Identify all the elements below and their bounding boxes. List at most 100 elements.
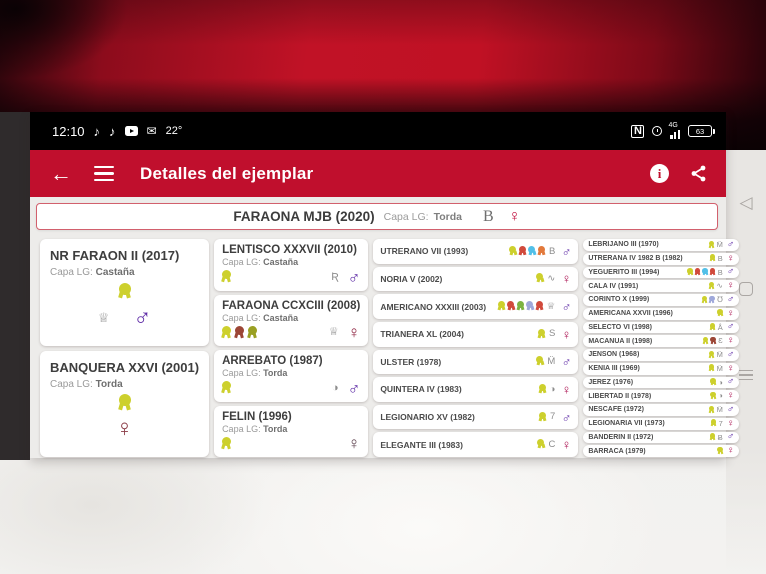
cell-icons: ∿ ♀ [536, 272, 571, 285]
back-arrow-icon[interactable]: ← [50, 160, 72, 186]
info-icon[interactable]: i [650, 164, 669, 183]
brand-mark-icon: Ƀ [717, 432, 723, 442]
medal-group [222, 381, 232, 395]
award-medal-icon [709, 433, 716, 439]
brand-gender-row: ♕ ♂ [98, 305, 152, 330]
capa-line: Capa LG: Castaña [222, 313, 360, 323]
pedigree-cell[interactable]: JEREZ (1976) ◑ ♂ [583, 376, 740, 389]
medal-group [708, 405, 715, 415]
pedigree-cell[interactable]: BARRACA (1979) ♀ [583, 445, 740, 457]
award-medal-icon [717, 309, 723, 315]
brand-mark-icon: B [482, 207, 494, 225]
cell-icons: ♀ [50, 394, 199, 441]
music-note-icon: ♪ [109, 123, 116, 139]
pedigree-cell[interactable]: LEBRIJANO III (1970) M̈ ♂ [583, 239, 740, 251]
male-gender-icon: ♂ [561, 299, 572, 315]
pedigree-cell[interactable]: SELECTO VI (1998) Å ♂ [583, 321, 740, 334]
award-medal-icon [516, 301, 524, 309]
pedigree-cell[interactable]: LEGIONARIA VII (1973) 7 ♀ [583, 417, 740, 430]
award-medal-icon [710, 378, 716, 384]
pedigree-cell[interactable]: LEGIONARIO XV (1982) 7 ♂ [373, 404, 579, 430]
award-medal-icon [709, 254, 716, 260]
pedigree-cell[interactable]: NR FARAON II (2017) Capa LG: Castaña ♕ ♂ [40, 239, 210, 346]
award-medal-icon [518, 245, 526, 253]
pedigree-cell[interactable]: AMERICANA XXVII (1996) ♀ [583, 307, 740, 320]
pedigree-cell[interactable]: FELIN (1996) Capa LG: Torda ♀ [214, 405, 369, 457]
medal-group [708, 240, 715, 250]
pedigree-column: NR FARAON II (2017) Capa LG: Castaña ♕ ♂ BAN… [40, 239, 210, 457]
medal-group [497, 301, 543, 312]
pedigree-cell[interactable]: ULSTER (1978) M̈ ♂ [373, 349, 579, 375]
cell-icons: ♕ ♂ [50, 282, 199, 330]
nav-back-button[interactable]: ◁ [726, 183, 766, 223]
nav-home-button[interactable] [726, 269, 766, 309]
pedigree-cell[interactable]: AMERICANO XXXIII (2003) ♕ ♂ [373, 294, 579, 319]
pedigree-cell[interactable]: JENSON (1968) M̈ ♂ [583, 349, 740, 361]
capa-value: Castaña [263, 312, 299, 323]
male-gender-icon: ♂ [561, 409, 572, 425]
cell-icons: B ♂ [687, 267, 734, 277]
pedigree-cell[interactable]: LENTISCO XXXVII (2010) Capa LG: Castaña Ʀ ♂ [214, 239, 369, 291]
pedigree-cell[interactable]: NESCAFE (1972) M̈ ♂ [583, 404, 740, 416]
medal-group [710, 419, 717, 428]
pedigree-cell[interactable]: QUINTERA IV (1983) ◑ ♀ [373, 377, 579, 402]
cell-icons: B ♀ [709, 253, 734, 264]
signal-bars-icon: 4G [668, 122, 680, 139]
female-gender-icon: ♀ [726, 335, 735, 347]
award-medal-icon [701, 295, 708, 302]
pedigree-cell[interactable]: UTRERANA IV 1982 B (1982) B ♀ [583, 252, 740, 265]
medal-group [702, 336, 716, 346]
brand-gender-row: ♀ [116, 417, 134, 441]
pedigree-cell[interactable]: ARREBATO (1987) Capa LG: Torda ◑ ♂ [214, 350, 369, 402]
pedigree-cell[interactable]: TRIANERA XL (2004) S ♀ [373, 321, 579, 347]
status-bar: 12:10 ♪ ♪ ✉ 22° N 4G 63 [30, 112, 726, 150]
award-medal-icon [526, 301, 534, 309]
horse-name: UTRERANO VII (1993) [380, 246, 469, 257]
capa-value: Torda [263, 368, 288, 378]
cell-icons: 7 ♂ [539, 411, 571, 424]
pedigree-cell[interactable]: NORIA V (2002) ∿ ♀ [373, 266, 579, 292]
cell-icons: B ♂ [509, 245, 571, 258]
award-medal-icon [708, 281, 715, 288]
pedigree-cell[interactable]: FARAONA CCXCIII (2008) Capa LG: Castaña ♕ ♀ [214, 294, 369, 346]
pedigree-cell[interactable]: LIBERTAD II (1978) ◑ ♀ [583, 390, 740, 402]
pedigree-cell[interactable]: YEGÜERITO III (1994) B ♂ [583, 266, 740, 279]
brand-mark-icon: Ʀ [331, 270, 339, 283]
pedigree-column: LENTISCO XXXVII (2010) Capa LG: Castaña Ʀ ♂… [214, 239, 369, 457]
share-icon[interactable] [689, 164, 708, 183]
female-gender-icon: ♀ [726, 307, 735, 319]
medal-group [536, 273, 544, 284]
award-medal-icon [710, 419, 717, 425]
horse-name: FARAONA CCXCIII (2008) [222, 299, 361, 312]
pedigree-cell[interactable]: UTRERANO VII (1993) B ♂ [373, 239, 579, 264]
alarm-clock-icon [652, 126, 663, 136]
horse-name: NORIA V (2002) [380, 273, 443, 284]
cell-icons: Ƀ ♂ [709, 432, 734, 442]
menu-icon[interactable] [94, 165, 114, 182]
female-gender-icon: ♀ [726, 445, 735, 457]
pedigree-cell[interactable]: CORINTO X (1999) ℧ ♂ [583, 294, 740, 306]
dark-left-backdrop [0, 112, 30, 460]
horse-name: CALA IV (1991) [588, 282, 639, 290]
award-medal-icon [709, 295, 715, 302]
pedigree-cell[interactable]: ELEGANTE III (1983) C ♀ [373, 432, 579, 457]
horse-name: CORINTO X (1999) [588, 296, 650, 304]
youtube-icon [124, 126, 138, 136]
subject-header[interactable]: FARAONA MJB (2020) Capa LG: Torda B ♀ [36, 203, 718, 230]
horse-name: TRIANERA XL (2004) [380, 329, 464, 340]
male-gender-icon: ♂ [726, 321, 735, 333]
pedigree-cell[interactable]: BANDERIN II (1972) Ƀ ♂ [583, 431, 740, 444]
page-title: Detalles del ejemplar [140, 163, 314, 183]
award-medal-icon [710, 391, 716, 398]
pedigree-cell[interactable]: MACANUA II (1998) Ɛ ♀ [583, 335, 740, 347]
award-medal-icon [708, 240, 715, 247]
nav-recents-button[interactable] [726, 355, 766, 395]
award-medal-icon [507, 301, 515, 309]
pedigree-cell[interactable]: KENIA III (1969) M̈ ♀ [583, 362, 740, 375]
pedigree-cell[interactable]: CALA IV (1991) ∿ ♀ [583, 280, 740, 292]
male-gender-icon: ♂ [347, 267, 361, 287]
pedigree-cell[interactable]: BANQUERA XXVI (2001) Capa LG: Torda ♀ [40, 350, 210, 457]
brand-mark-icon: 7 [550, 411, 556, 423]
medal-group [708, 350, 715, 360]
capa-label: Capa LG: [50, 378, 96, 390]
